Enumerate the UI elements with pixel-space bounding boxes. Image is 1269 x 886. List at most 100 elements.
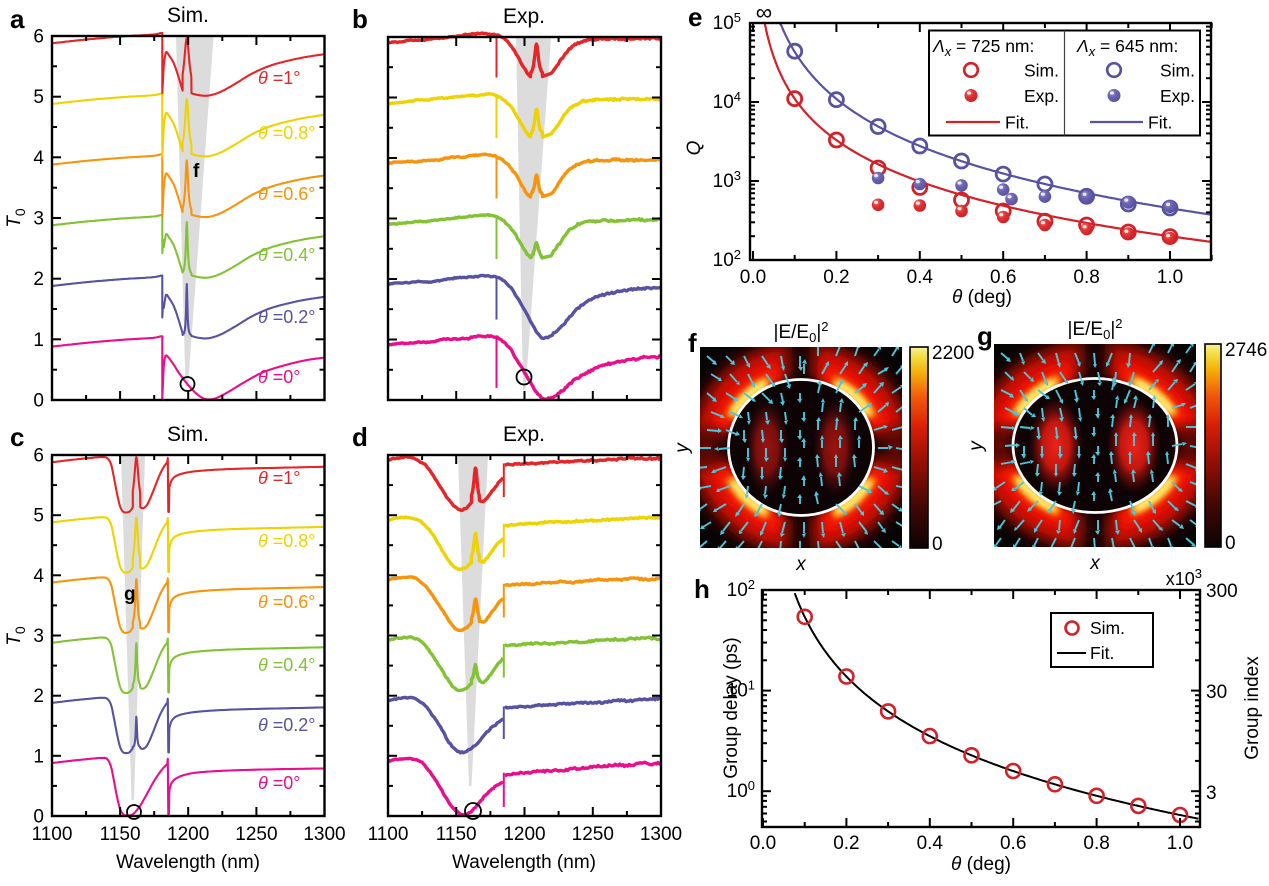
svg-text:θ =0.2°: θ =0.2° [258, 307, 316, 327]
svg-text:y: y [966, 440, 987, 453]
svg-text:1200: 1200 [167, 824, 209, 845]
svg-text:0.2: 0.2 [823, 267, 849, 288]
svg-text:Exp.: Exp. [503, 423, 545, 446]
svg-text:b: b [352, 4, 368, 34]
svg-text:θ =0°: θ =0° [258, 773, 301, 793]
svg-text:Sim.: Sim. [1024, 61, 1059, 81]
svg-text:0: 0 [932, 534, 943, 555]
svg-text:1100: 1100 [368, 824, 409, 845]
svg-text:θ =0.4°: θ =0.4° [258, 245, 316, 265]
svg-text:Q: Q [684, 140, 705, 155]
svg-text:|E/E0|2: |E/E0|2 [1068, 316, 1123, 342]
svg-text:0.8: 0.8 [1083, 833, 1109, 854]
svg-text:Λx = 725 nm:: Λx = 725 nm: [932, 36, 1034, 59]
svg-text:Fit.: Fit. [1005, 113, 1029, 133]
svg-text:T0: T0 [4, 208, 28, 228]
svg-text:0.4: 0.4 [907, 267, 934, 288]
svg-text:Exp.: Exp. [1160, 86, 1195, 106]
svg-text:d: d [352, 422, 368, 452]
svg-text:1150: 1150 [436, 824, 477, 845]
svg-text:0: 0 [33, 391, 44, 412]
svg-text:Sim.: Sim. [167, 423, 209, 446]
svg-text:x103: x103 [1166, 566, 1202, 589]
svg-text:1.0: 1.0 [1167, 833, 1193, 854]
svg-text:1: 1 [33, 330, 44, 351]
svg-text:0.0: 0.0 [750, 833, 776, 854]
svg-text:105: 105 [713, 10, 741, 34]
svg-text:1.0: 1.0 [1157, 267, 1183, 288]
svg-text:5: 5 [33, 506, 44, 527]
svg-text:30: 30 [1206, 682, 1227, 703]
svg-text:Fit.: Fit. [1148, 113, 1172, 133]
svg-text:0.6: 0.6 [990, 267, 1016, 288]
svg-text:0.2: 0.2 [833, 833, 859, 854]
svg-text:6: 6 [33, 446, 44, 467]
svg-text:0.0: 0.0 [740, 267, 766, 288]
svg-text:4: 4 [33, 148, 44, 169]
svg-text:2746: 2746 [1225, 340, 1267, 361]
svg-text:1250: 1250 [235, 824, 277, 845]
svg-text:3: 3 [33, 209, 44, 230]
svg-text:θ =1°: θ =1° [258, 468, 301, 488]
svg-text:θ =0.2°: θ =0.2° [258, 715, 316, 735]
svg-text:x: x [795, 554, 807, 575]
svg-text:Wavelength (nm): Wavelength (nm) [116, 852, 260, 873]
svg-text:θ =0.8°: θ =0.8° [258, 531, 316, 551]
svg-text:Group index: Group index [1242, 656, 1263, 760]
svg-text:0: 0 [33, 807, 44, 828]
svg-text:f: f [688, 328, 697, 358]
svg-text:e: e [688, 2, 702, 32]
svg-text:300: 300 [1206, 581, 1238, 602]
svg-text:104: 104 [713, 89, 741, 113]
svg-text:c: c [10, 422, 24, 452]
svg-text:|E/E0|2: |E/E0|2 [774, 319, 829, 345]
svg-text:θ =0°: θ =0° [258, 367, 301, 387]
svg-text:T0: T0 [4, 626, 28, 646]
svg-text:0.8: 0.8 [1073, 267, 1099, 288]
svg-text:1100: 1100 [32, 824, 73, 845]
svg-text:θ =0.8°: θ =0.8° [258, 123, 316, 143]
svg-text:θ =0.6°: θ =0.6° [258, 184, 316, 204]
svg-text:3: 3 [33, 626, 44, 647]
svg-text:5: 5 [33, 87, 44, 108]
svg-text:1300: 1300 [640, 824, 682, 845]
svg-text:Exp.: Exp. [1024, 86, 1059, 106]
svg-text:θ =0.6°: θ =0.6° [258, 592, 316, 612]
svg-text:4: 4 [33, 566, 44, 587]
svg-text:Fit.: Fit. [1090, 643, 1114, 663]
svg-text:Exp.: Exp. [503, 5, 545, 28]
svg-text:f: f [193, 161, 200, 182]
svg-text:g: g [977, 321, 993, 351]
svg-text:Wavelength (nm): Wavelength (nm) [452, 852, 596, 873]
svg-text:∞: ∞ [756, 0, 772, 25]
svg-text:θ (deg): θ (deg) [951, 854, 1011, 875]
svg-text:a: a [10, 4, 25, 34]
svg-text:y: y [672, 442, 693, 455]
svg-text:6: 6 [33, 27, 44, 48]
svg-text:102: 102 [713, 247, 741, 271]
svg-text:x: x [1089, 553, 1101, 574]
svg-text:Λx = 645 nm:: Λx = 645 nm: [1076, 36, 1178, 59]
svg-text:g: g [124, 584, 136, 605]
svg-text:1200: 1200 [503, 824, 545, 845]
svg-text:2: 2 [33, 686, 44, 707]
svg-text:2200: 2200 [932, 343, 974, 364]
svg-text:θ (deg): θ (deg) [952, 287, 1012, 308]
svg-text:100: 100 [727, 778, 755, 802]
svg-text:0.4: 0.4 [917, 833, 944, 854]
svg-text:0: 0 [1225, 533, 1236, 554]
svg-text:h: h [694, 574, 710, 604]
svg-text:2: 2 [33, 269, 44, 290]
svg-text:1: 1 [33, 746, 44, 767]
svg-text:103: 103 [713, 168, 741, 192]
svg-text:102: 102 [727, 577, 755, 601]
svg-text:Group delay (ps): Group delay (ps) [721, 637, 742, 779]
svg-text:0.6: 0.6 [1000, 833, 1026, 854]
svg-text:Sim.: Sim. [1160, 61, 1195, 81]
svg-text:θ =0.4°: θ =0.4° [258, 655, 316, 675]
svg-text:3: 3 [1206, 783, 1217, 804]
svg-text:1300: 1300 [303, 824, 345, 845]
svg-text:1250: 1250 [572, 824, 614, 845]
svg-text:θ =1°: θ =1° [258, 68, 301, 88]
svg-text:Sim.: Sim. [167, 4, 209, 27]
